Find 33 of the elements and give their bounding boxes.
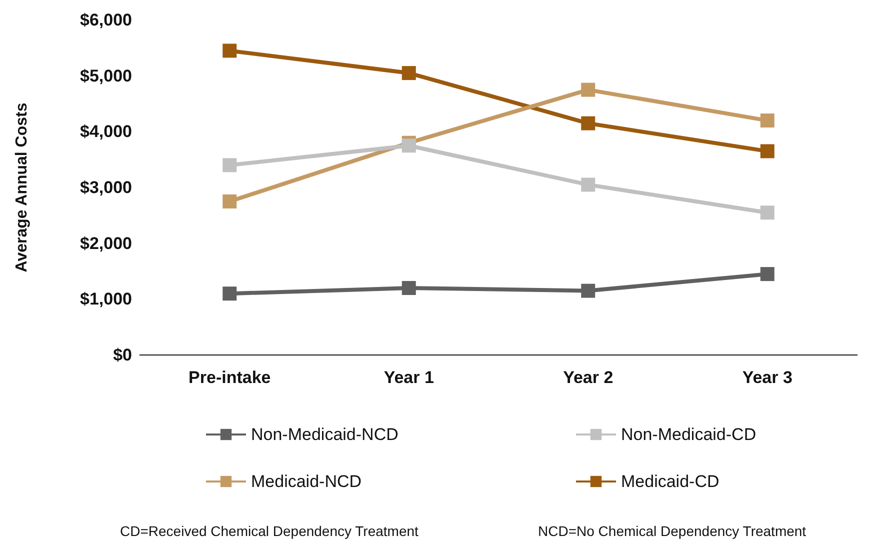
point: [402, 138, 416, 153]
point: [581, 178, 596, 192]
x-tick-label: Year 3: [742, 368, 792, 387]
text: CD=Received Chemical Dependency Treatment: [120, 523, 419, 539]
x-tick-label: Pre-intake: [188, 368, 271, 387]
y-axis-title: Average Annual Costs: [14, 102, 30, 272]
y-tick-label: $5,000: [80, 66, 132, 86]
y-tick-label: $4,000: [80, 122, 132, 142]
point: [581, 82, 596, 97]
point: [222, 286, 237, 301]
point: [760, 206, 774, 220]
legend-label: Non-Medicaid-NCD: [251, 425, 398, 444]
point: [760, 267, 774, 282]
y-tick-label: $3,000: [80, 178, 132, 197]
point: [402, 66, 416, 80]
x-tick-label: Year 1: [384, 368, 434, 387]
point: [760, 144, 774, 158]
y-tick-label: $6,000: [80, 10, 132, 30]
y-tick-label: $2,000: [80, 234, 132, 253]
point: [222, 194, 237, 208]
legend-label: Medicaid-NCD: [251, 472, 362, 491]
point: [402, 281, 416, 295]
y-tick-label: $0: [113, 346, 132, 364]
text: NCD=No Chemical Dependency Treatment: [538, 523, 806, 539]
point: [581, 284, 596, 298]
point: [581, 116, 596, 130]
legend-label: Medicaid-CD: [621, 472, 720, 491]
point: [222, 44, 237, 58]
point: [222, 158, 237, 172]
x-tick-label: Year 2: [563, 368, 614, 387]
y-tick-label: $1,000: [80, 290, 132, 309]
legend-label: Non-Medicaid-CD: [621, 425, 756, 444]
point: [760, 114, 774, 128]
